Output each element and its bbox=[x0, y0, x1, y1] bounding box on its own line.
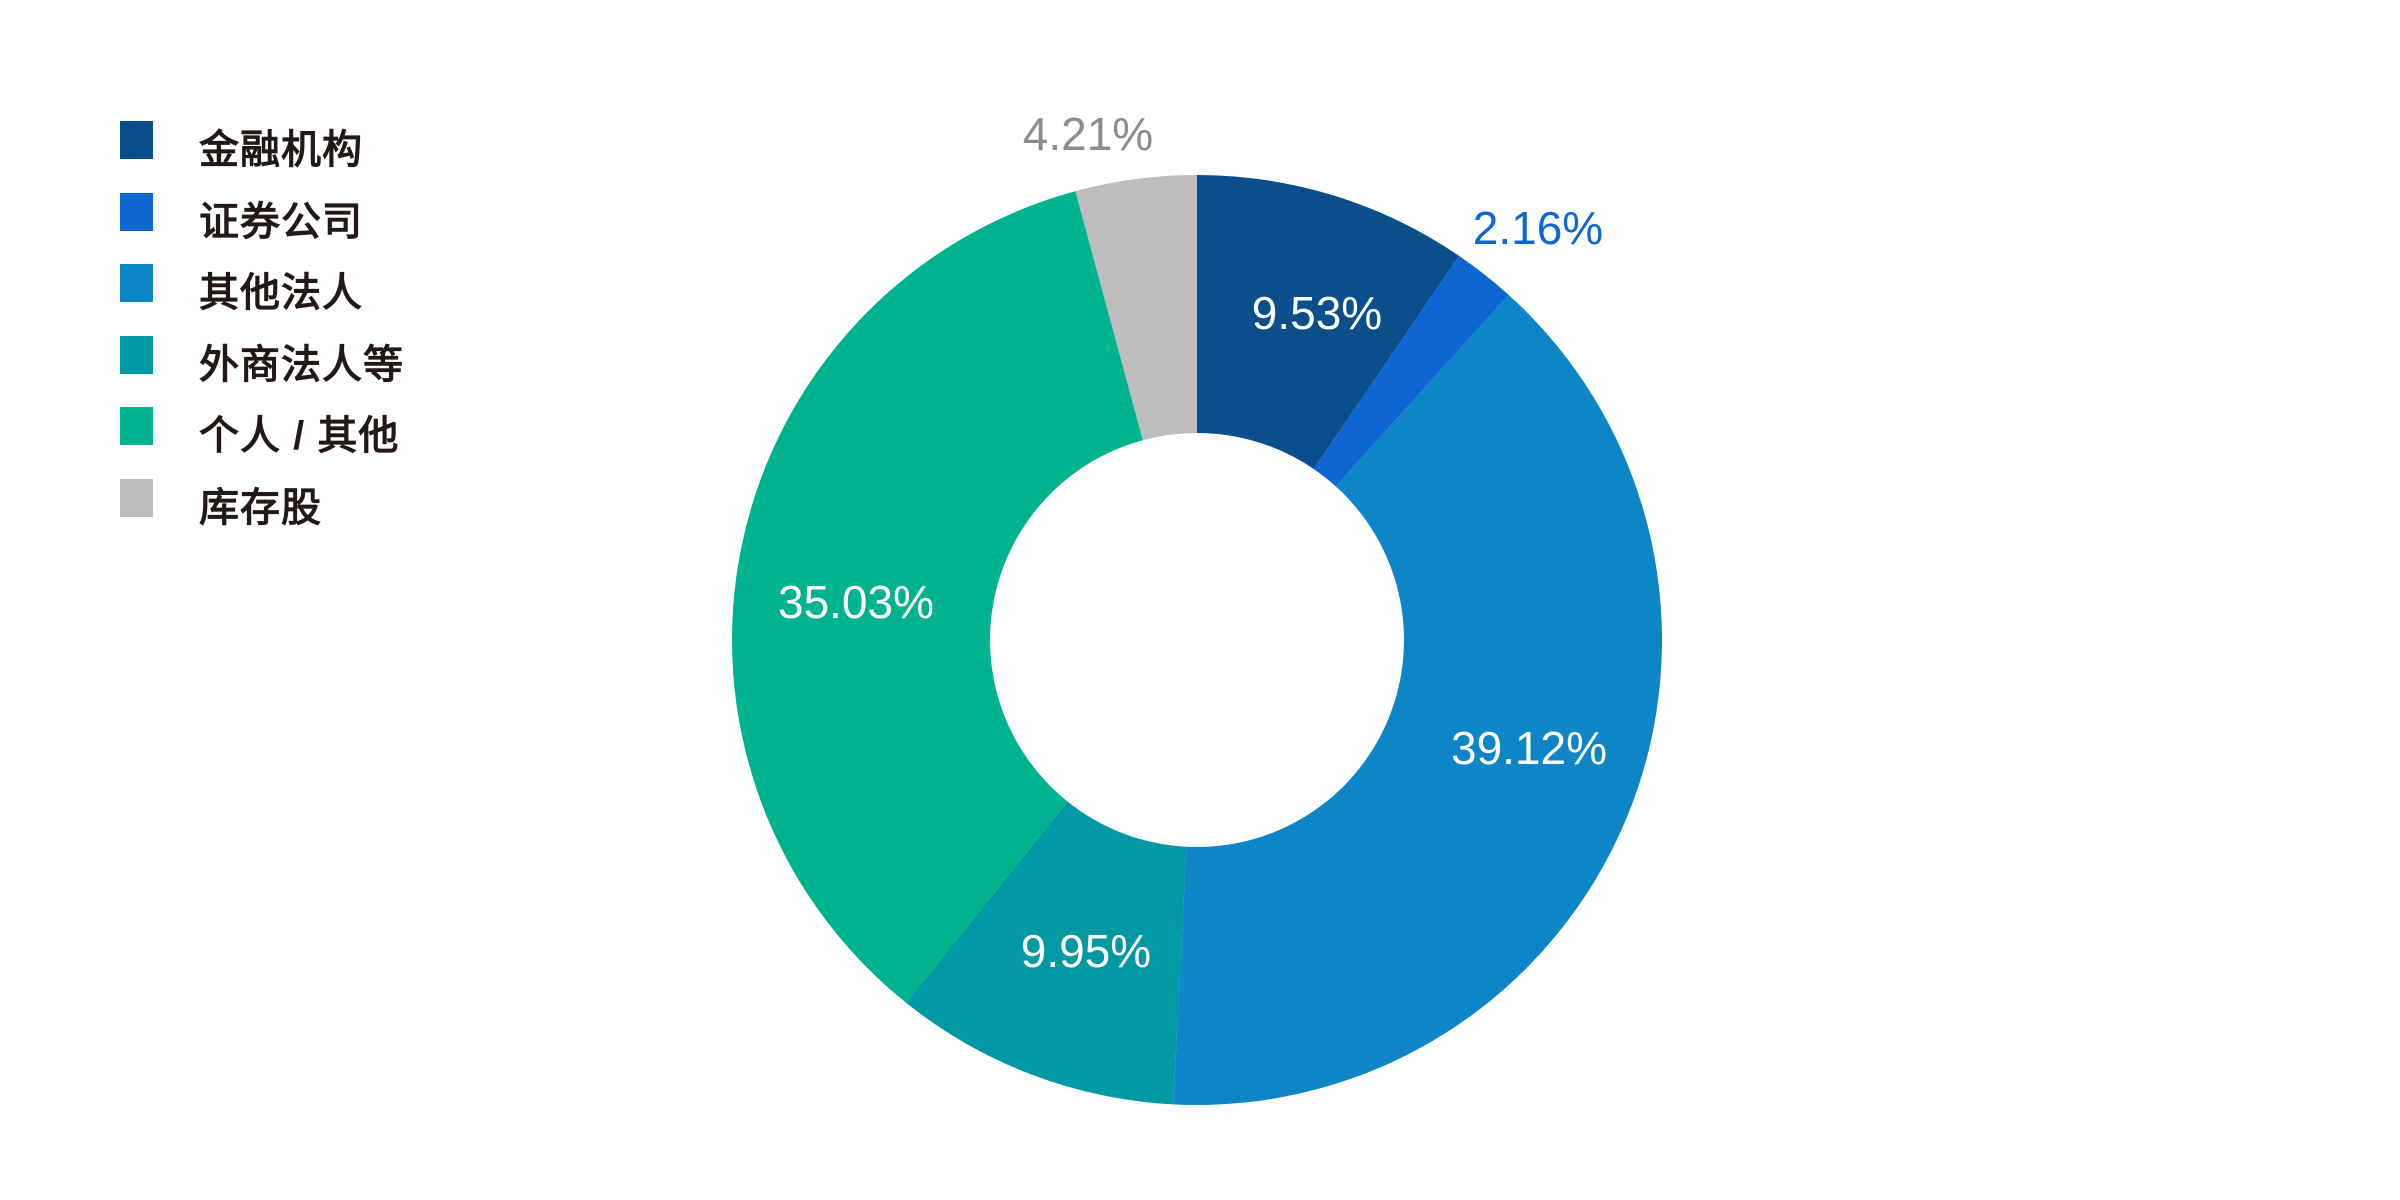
svg-text:35.03%: 35.03% bbox=[778, 576, 934, 628]
svg-text:39.12%: 39.12% bbox=[1451, 722, 1607, 774]
svg-text:4.21%: 4.21% bbox=[1023, 108, 1153, 160]
svg-text:9.95%: 9.95% bbox=[1021, 925, 1151, 977]
svg-text:2.16%: 2.16% bbox=[1473, 202, 1603, 254]
svg-text:9.53%: 9.53% bbox=[1252, 287, 1382, 339]
